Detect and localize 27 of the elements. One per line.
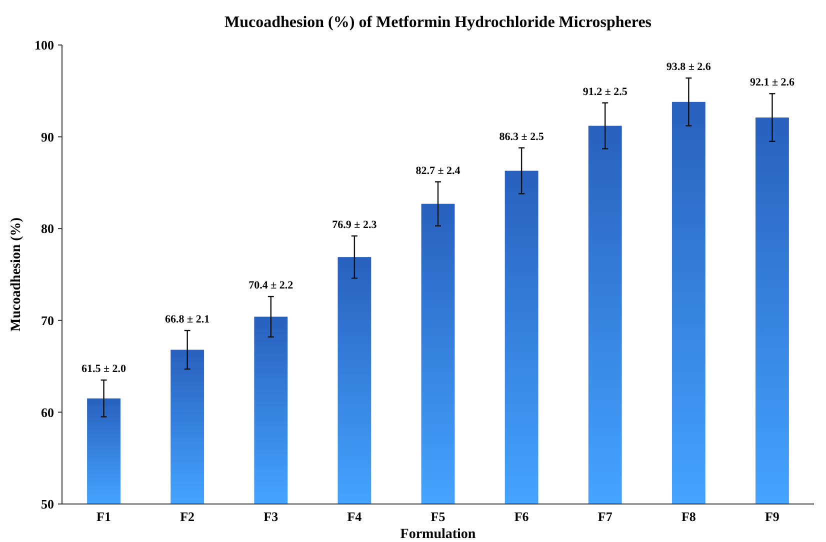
x-tick-label: F2: [180, 509, 195, 524]
data-label: 61.5 ± 2.0: [82, 363, 127, 376]
x-tick-label: F3: [264, 509, 279, 524]
data-label: 93.8 ± 2.6: [666, 61, 712, 74]
y-tick-label: 60: [41, 404, 54, 420]
x-tick-label: F5: [430, 509, 446, 524]
y-tick-label: 50: [41, 496, 54, 512]
data-label: 70.4 ± 2.2: [248, 280, 294, 292]
x-tick-label: F4: [347, 509, 362, 524]
x-tick-label: F8: [681, 509, 696, 524]
y-tick-label: 100: [34, 38, 54, 53]
data-label: 66.8 ± 2.1: [165, 314, 210, 326]
y-tick-label: 80: [41, 221, 54, 236]
x-tick-label: F9: [764, 509, 780, 524]
data-label: 82.7 ± 2.4: [416, 164, 461, 177]
x-axis-title: Formulation: [400, 527, 476, 542]
chart-title: Mucoadhesion (%) of Metformin Hydrochloride Microspheres: [224, 14, 652, 31]
x-tick-label: F7: [598, 509, 613, 524]
data-label: 92.1 ± 2.6: [750, 76, 795, 89]
data-label: 91.2 ± 2.5: [582, 86, 628, 98]
y-tick-label: 70: [41, 312, 54, 328]
data-label: 86.3 ± 2.5: [499, 130, 544, 143]
y-axis-title: Mucoadhesion (%): [9, 217, 24, 332]
data-label: 76.9 ± 2.3: [332, 218, 378, 231]
x-tick-label: F6: [514, 509, 530, 524]
y-tick-label: 90: [41, 129, 54, 144]
x-tick-label: F1: [96, 509, 112, 524]
